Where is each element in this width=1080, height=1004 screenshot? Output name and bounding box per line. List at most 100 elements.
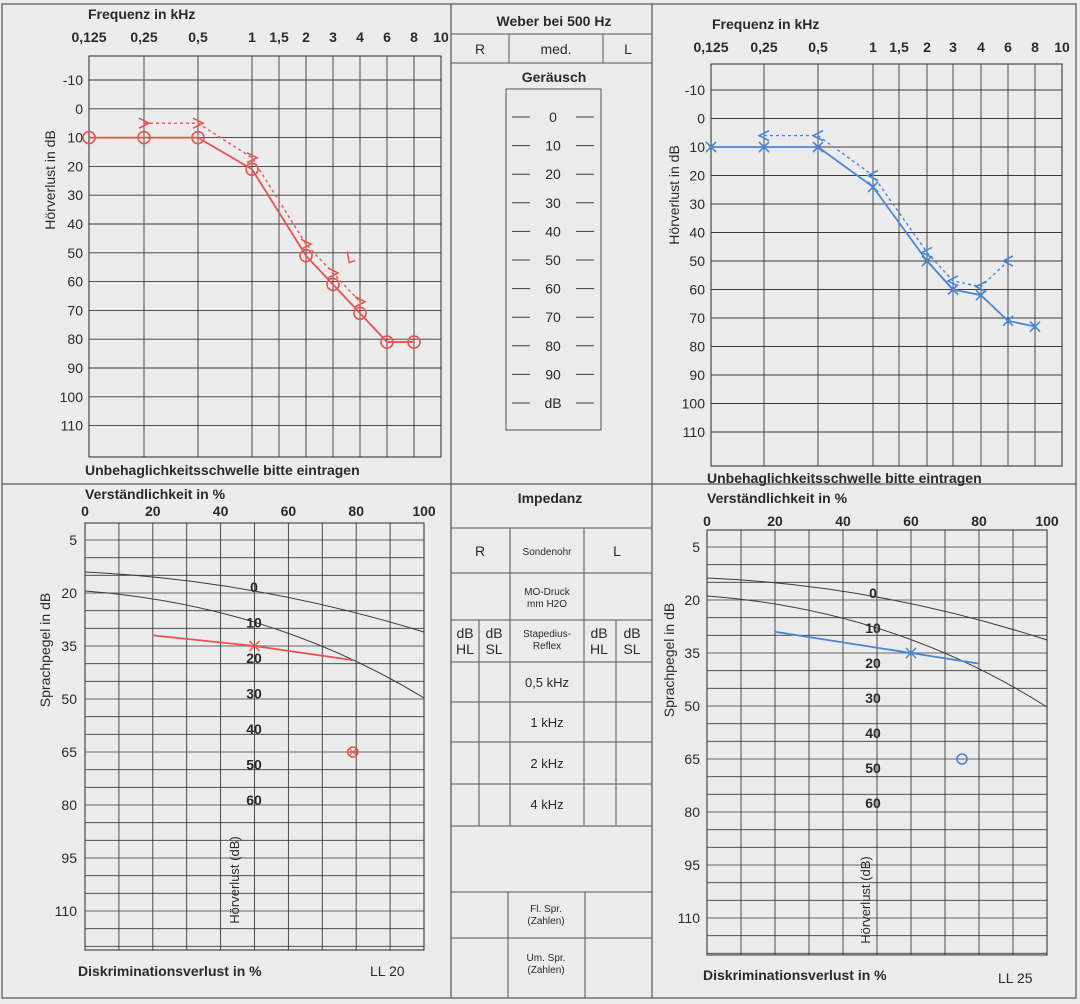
words-test-point-mark (349, 748, 357, 756)
speech-right-ll: LL 20 (370, 963, 405, 979)
audiogram-left-y-title: Hörverlust in dB (666, 145, 682, 245)
weber-level-label: 60 (545, 281, 561, 297)
y-tick-label: 110 (61, 418, 84, 434)
speech-right-y-title: Sprachpegel in dB (37, 593, 53, 707)
weber-noise-scale (505, 88, 602, 431)
audiogram-right-y-ticks: -10 0 10 20 30 40 50 60 70 80 90 100 110 (60, 72, 84, 434)
x-tick-label: 10 (1054, 39, 1070, 55)
y-tick-label: 50 (67, 245, 83, 261)
air-conduction-point (812, 141, 824, 153)
y-tick-label: 80 (61, 797, 77, 813)
weber-level-label: 20 (545, 166, 561, 182)
speech-left-footer: Diskriminationsverlust in % (703, 967, 887, 983)
speech-left-y-title: Sprachpegel in dB (661, 603, 677, 717)
weber-med: med. (540, 41, 571, 57)
loss-label: 10 (246, 615, 262, 631)
bone-conduction-point (920, 246, 933, 259)
audiogram-left-data (705, 129, 1041, 333)
y-tick-label: 35 (684, 645, 700, 661)
bone-conduction-line (764, 134, 1009, 288)
x-tick-label: 3 (949, 39, 957, 55)
speech-left-loss-title: Hörverlust (dB) (858, 856, 873, 943)
weber-level-label: 70 (545, 309, 561, 325)
speech-right-y-ticks: 5 20 35 50 65 80 95 110 (55, 532, 78, 919)
weber-panel: Weber bei 500 Hz R med. L Geräusch 0 10 20… (451, 13, 652, 431)
loss-label: 0 (250, 579, 258, 595)
air-conduction-point (1029, 320, 1041, 333)
speech-left-x-ticks: 0 20 40 60 80 100 (703, 513, 1059, 529)
y-tick-label: 65 (684, 751, 700, 767)
weber-level-label: 0 (549, 109, 557, 125)
numbers-test-point (904, 647, 918, 659)
speech-right-title: Verständlichkeit in % (85, 486, 226, 502)
x-tick-label: 10 (433, 29, 449, 45)
bone-masked-point (346, 251, 356, 264)
y-tick-label: -10 (685, 82, 705, 98)
y-tick-label: 20 (684, 592, 700, 608)
y-tick-label: 20 (67, 158, 83, 174)
x-tick-label: 60 (903, 513, 919, 529)
speech-right-loss-title: Hörverlust (dB) (227, 836, 242, 923)
air-conduction-point (867, 181, 879, 193)
impedance-um-spr-1: Um. Spr. (527, 953, 566, 964)
audiogram-right: Frequenz in kHz 0,125 0,25 0,5 1 1,5 2 3 4 6 8 10 … (42, 6, 449, 478)
y-tick-label: 60 (689, 282, 705, 298)
audiogram-left-grid (710, 63, 1063, 467)
speech-left-reference-curves (706, 577, 1048, 708)
bone-conduction-point (946, 275, 959, 287)
y-tick-label: 30 (67, 187, 83, 203)
x-tick-label: 60 (281, 503, 297, 519)
x-tick-label: 1,5 (269, 29, 289, 45)
x-tick-label: 0,5 (808, 39, 828, 55)
air-conduction-point (353, 306, 367, 321)
speech-right: Verständlichkeit in % 0 20 40 60 80 100 52035… (37, 486, 436, 979)
x-tick-label: 4 (977, 39, 985, 55)
y-tick-label: 50 (61, 691, 77, 707)
air-conduction-point (380, 335, 394, 349)
impedance-l: L (613, 543, 621, 559)
loss-label: 20 (246, 650, 262, 666)
loss-label: 0 (869, 585, 877, 601)
speech-right-x-ticks: 0 20 40 60 80 100 (81, 503, 436, 519)
loss-label: 30 (246, 686, 262, 702)
impedance-fl-spr-1: Fl. Spr. (530, 904, 562, 915)
impedance-pressure-2: mm H2O (527, 599, 567, 610)
weber-r: R (475, 41, 485, 57)
weber-noise-title: Geräusch (522, 69, 587, 85)
audiogram-right-freq-title: Frequenz in kHz (88, 6, 195, 22)
weber-level-label: 30 (545, 195, 561, 211)
x-tick-label: 80 (971, 513, 987, 529)
x-tick-label: 20 (767, 513, 783, 529)
audiogram-left-freq-title: Frequenz in kHz (712, 16, 819, 32)
audiogram-left-footer: Unbehaglichkeitsschwelle bitte eintragen (707, 470, 982, 486)
y-tick-label: 110 (678, 910, 701, 926)
weber-levels: 0 10 20 30 40 50 60 70 80 90 dB (512, 109, 594, 411)
audiogram-right-x-ticks: 0,125 0,25 0,5 1 1,5 2 3 4 6 8 10 (71, 29, 449, 45)
reference-curve-words (706, 595, 1048, 708)
x-tick-label: 2 (923, 39, 931, 55)
y-tick-label: 50 (684, 698, 700, 714)
air-conduction-point (407, 335, 421, 349)
reference-curve-numbers (706, 577, 1048, 641)
impedance-freq-2: 2 kHz (530, 756, 563, 771)
y-tick-label: 0 (75, 101, 83, 117)
air-conduction-point (299, 248, 313, 263)
y-tick-label: 100 (60, 389, 84, 405)
audiogram-left-x-ticks: 0,125 0,25 0,5 1 1,5 2 3 4 6 8 10 (693, 39, 1070, 55)
words-test-point (347, 746, 359, 758)
bone-conduction-point (757, 129, 770, 142)
x-tick-label: 0 (81, 503, 89, 519)
y-tick-label: -10 (63, 72, 83, 88)
impedance-db-sl-r-1: dB (485, 625, 502, 641)
weber-level-label: 80 (545, 338, 561, 354)
y-tick-label: 40 (67, 216, 83, 232)
loss-label: 60 (246, 792, 262, 808)
bone-conduction-point (811, 129, 824, 142)
reference-curve-numbers (84, 571, 425, 633)
air-conduction-point (245, 162, 259, 177)
air-conduction-point (137, 130, 151, 145)
weber-level-label: 10 (545, 138, 561, 154)
bone-conduction-point (866, 169, 879, 182)
weber-level-label: 90 (545, 366, 561, 382)
y-tick-label: 20 (61, 585, 77, 601)
